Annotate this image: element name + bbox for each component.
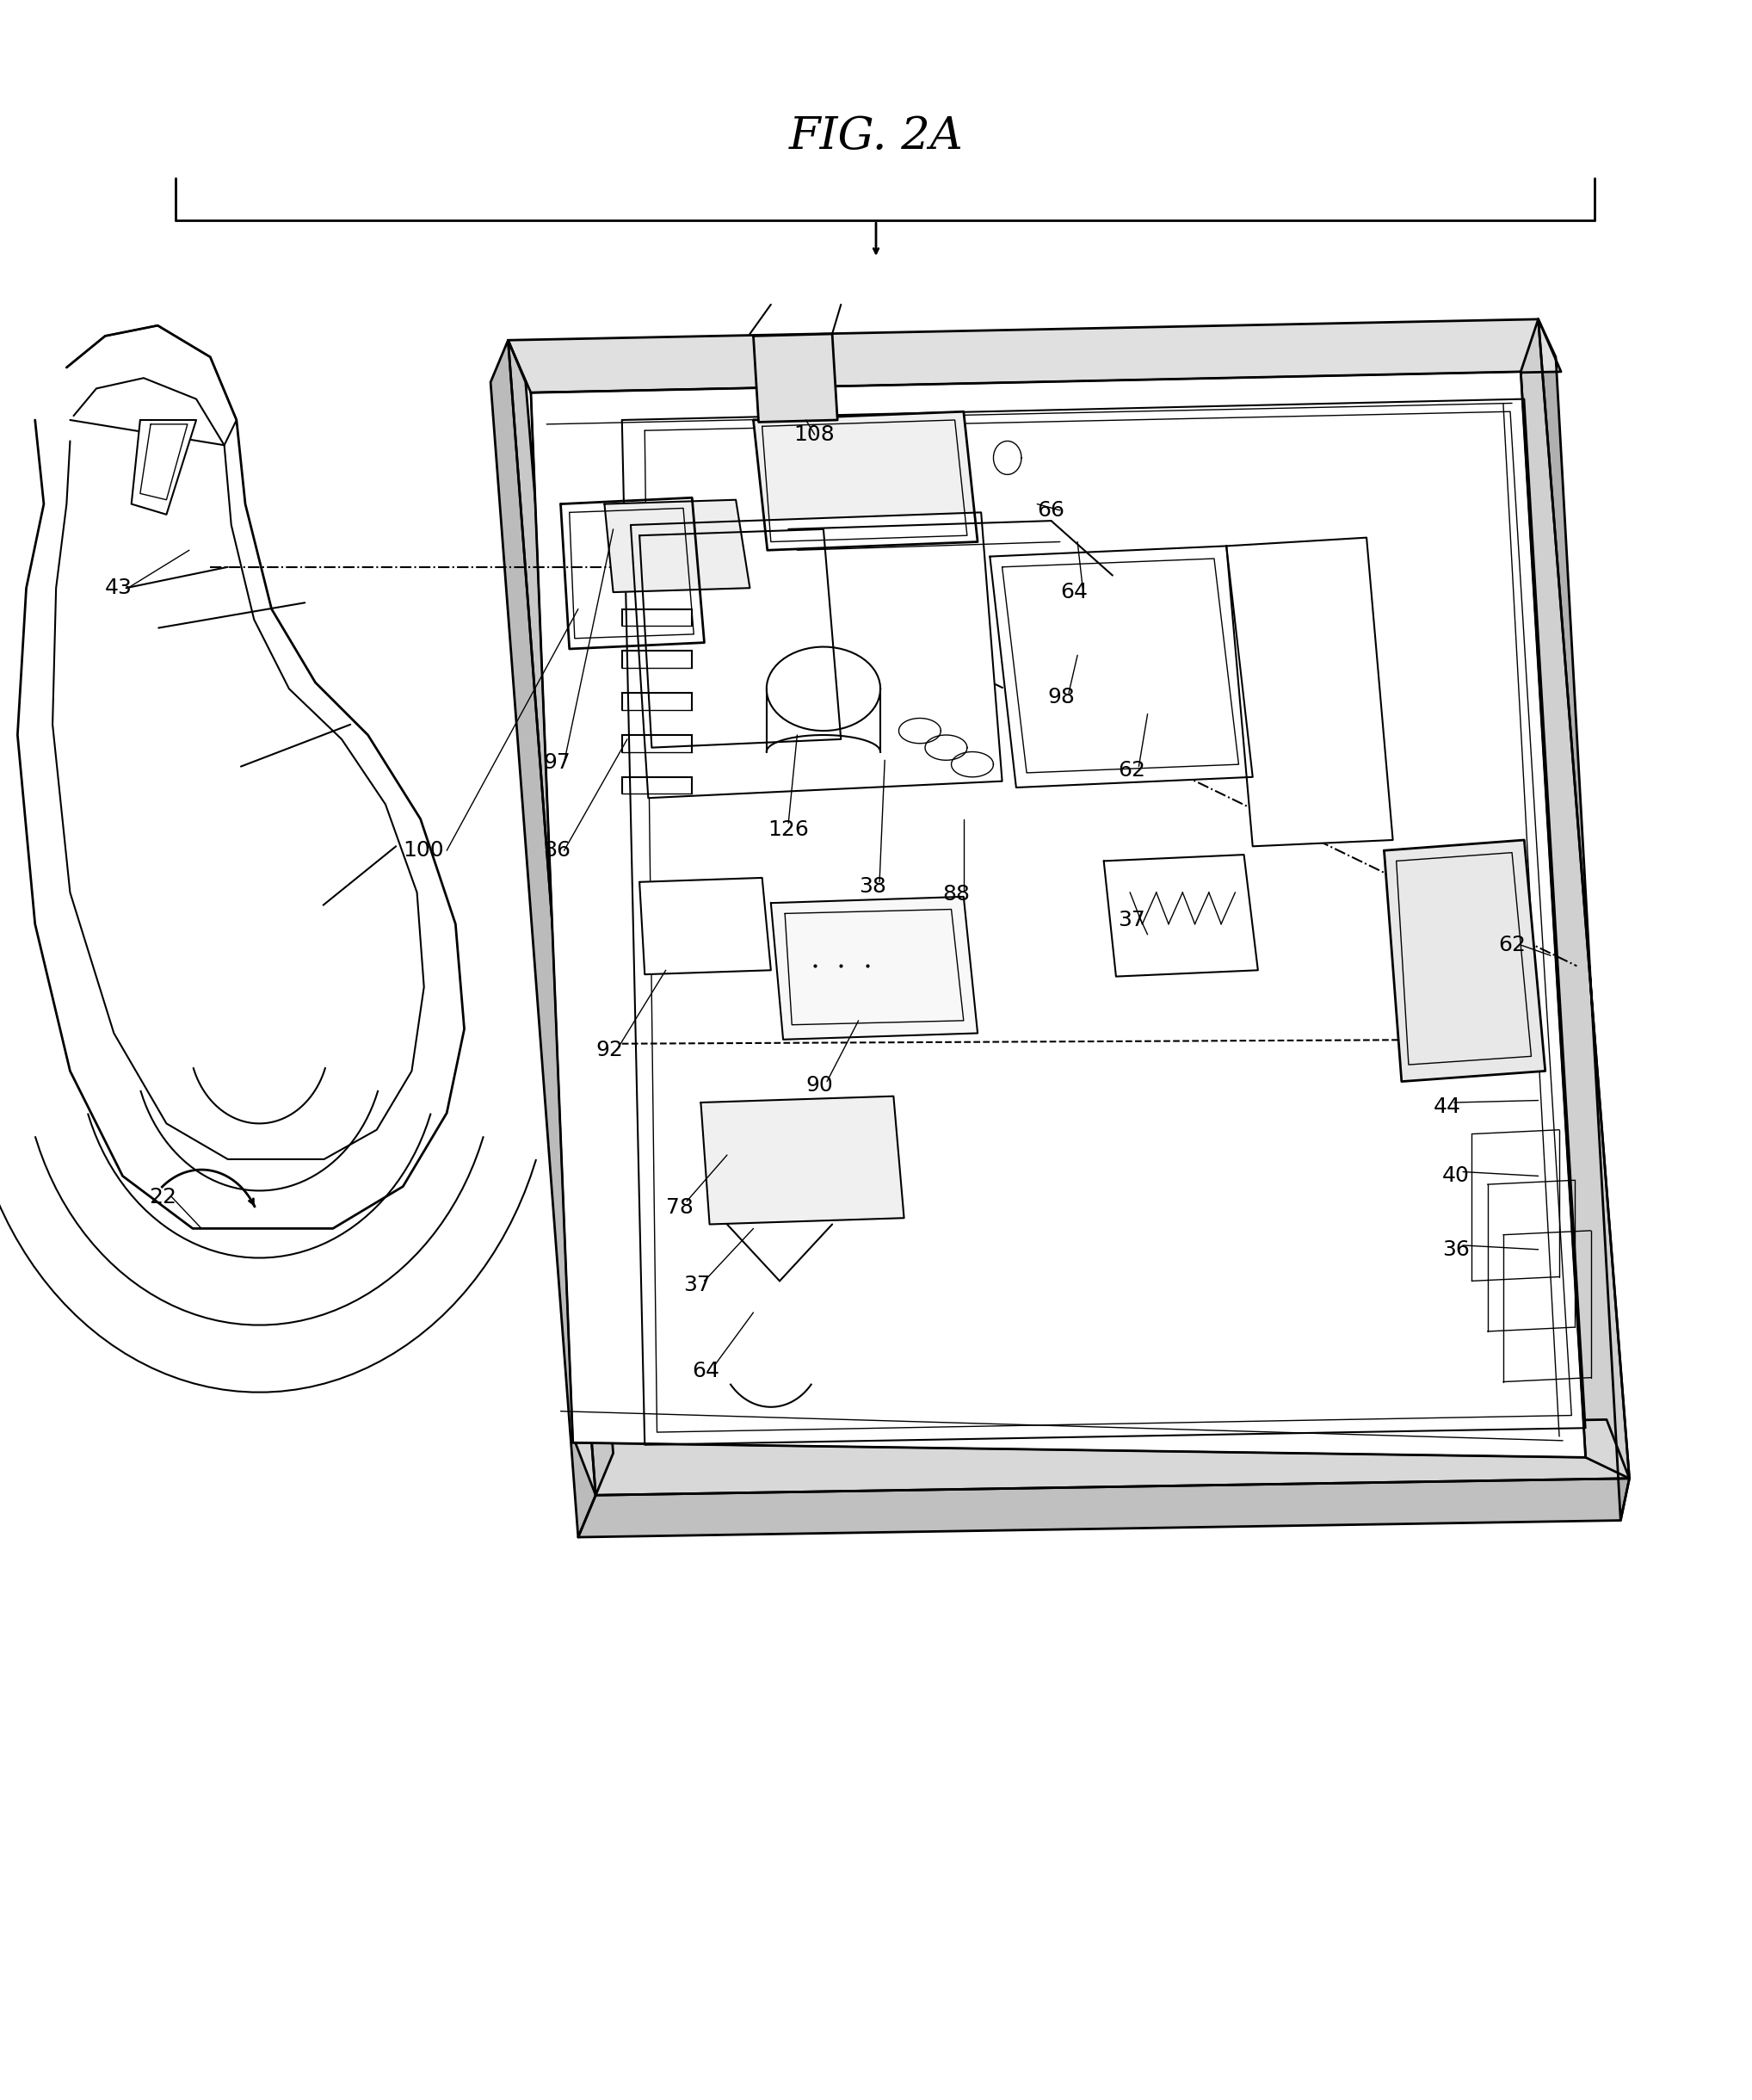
Text: 90: 90 (806, 1075, 834, 1096)
Polygon shape (753, 334, 837, 422)
Text: 62: 62 (1498, 934, 1526, 956)
Text: 108: 108 (794, 424, 834, 445)
Text: 62: 62 (1118, 760, 1146, 781)
Polygon shape (1521, 319, 1629, 1478)
Polygon shape (491, 340, 596, 1537)
Polygon shape (990, 546, 1253, 788)
Text: 22: 22 (149, 1186, 177, 1208)
Text: FIG. 2A: FIG. 2A (788, 115, 964, 157)
Polygon shape (639, 878, 771, 974)
Text: 36: 36 (1442, 1239, 1470, 1260)
Polygon shape (508, 340, 613, 1495)
Text: 78: 78 (666, 1197, 694, 1218)
Text: 64: 64 (692, 1361, 720, 1382)
Text: 88: 88 (943, 884, 971, 905)
Polygon shape (1226, 538, 1393, 846)
Text: 100: 100 (403, 840, 443, 861)
Text: 64: 64 (1060, 582, 1088, 603)
Text: 44: 44 (1433, 1096, 1461, 1117)
Text: 92: 92 (596, 1040, 624, 1060)
Text: 37: 37 (1118, 909, 1146, 930)
Text: 43: 43 (105, 578, 133, 598)
Polygon shape (771, 897, 978, 1040)
Polygon shape (508, 319, 1561, 393)
Text: 98: 98 (1048, 687, 1076, 708)
Polygon shape (1384, 840, 1545, 1081)
Polygon shape (1538, 319, 1629, 1520)
Polygon shape (131, 420, 196, 514)
Text: 126: 126 (767, 819, 809, 840)
Polygon shape (531, 372, 1586, 1457)
Polygon shape (701, 1096, 904, 1224)
Text: 66: 66 (1037, 500, 1065, 521)
Polygon shape (561, 498, 704, 649)
Text: 97: 97 (543, 752, 571, 773)
Text: 37: 37 (683, 1275, 711, 1296)
Text: 86: 86 (543, 840, 571, 861)
Polygon shape (604, 500, 750, 592)
Text: 40: 40 (1442, 1166, 1470, 1186)
Polygon shape (578, 1478, 1629, 1537)
Polygon shape (631, 512, 1002, 798)
Polygon shape (753, 412, 978, 550)
Polygon shape (1104, 855, 1258, 977)
Text: 38: 38 (858, 876, 887, 897)
Polygon shape (573, 1420, 1629, 1495)
